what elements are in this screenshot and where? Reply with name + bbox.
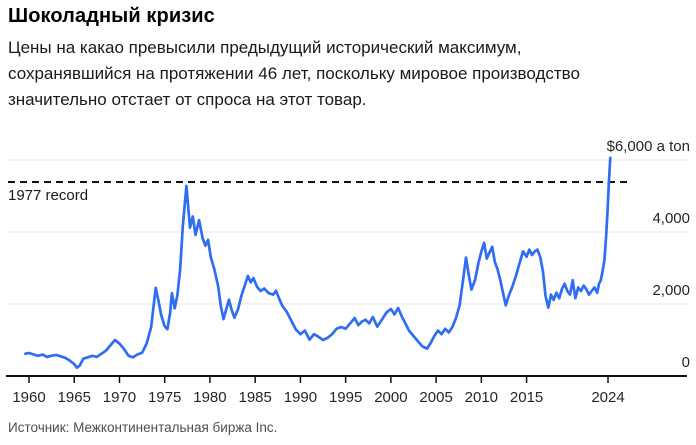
x-axis-label-2010: 2010 xyxy=(465,389,498,406)
y-axis-labels: $6,000 a ton 4,000 2,000 0 xyxy=(607,138,690,371)
x-axis-label-2000: 2000 xyxy=(374,389,407,406)
x-axis-label-2024: 2024 xyxy=(591,389,624,406)
subtitle-line-2: сохранявшийся на протяжении 46 лет, поск… xyxy=(8,64,580,83)
record-label: 1977 record xyxy=(8,187,88,204)
x-axis-label-1960: 1960 xyxy=(12,389,45,406)
x-axis-label-1990: 1990 xyxy=(284,389,317,406)
chart-subtitle: Цены на какао превысили предыдущий истор… xyxy=(8,35,580,113)
x-axis-label-1970: 1970 xyxy=(103,389,136,406)
price-line xyxy=(24,156,612,370)
x-axis-label-1975: 1975 xyxy=(148,389,181,406)
x-axis-ticks: 1960 1965 1970 1975 1980 1985 1990 1995 2000 2005… xyxy=(12,377,625,406)
y-gridlines xyxy=(7,159,690,305)
x-axis-label-1985: 1985 xyxy=(238,389,271,406)
x-axis-label-2005: 2005 xyxy=(419,389,452,406)
source-note: Источник: Межконтинентальная биржа Inc. xyxy=(8,420,278,435)
x-axis-label-1995: 1995 xyxy=(329,389,362,406)
subtitle-line-1: Цены на какао превысили предыдущий истор… xyxy=(8,38,522,57)
x-axis-label-1965: 1965 xyxy=(58,389,91,406)
y-axis-label-6000: $6,000 a ton xyxy=(607,138,690,155)
subtitle-line-3: значительно отстает от спроса на этот то… xyxy=(8,90,367,109)
y-axis-label-4000: 4,000 xyxy=(652,210,690,227)
x-axis-label-1980: 1980 xyxy=(193,389,226,406)
page-title: Шоколадный кризис xyxy=(8,5,215,27)
y-axis-label-0: 0 xyxy=(682,354,690,371)
y-axis-label-2000: 2,000 xyxy=(652,282,690,299)
x-axis-label-2015: 2015 xyxy=(510,389,543,406)
